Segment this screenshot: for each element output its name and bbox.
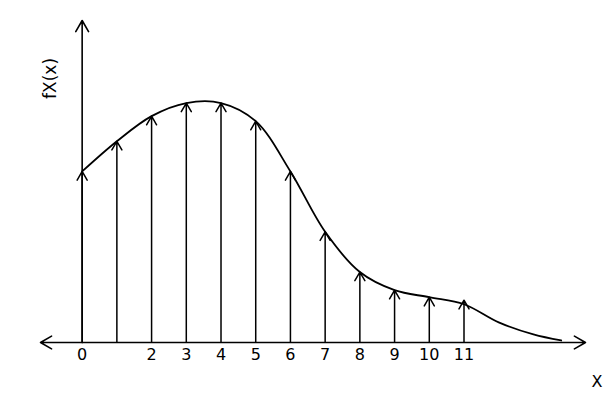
svg-text:fX(x): fX(x) — [40, 58, 60, 99]
svg-text:6: 6 — [285, 345, 295, 364]
svg-text:2: 2 — [146, 345, 156, 364]
svg-text:X: X — [592, 372, 603, 391]
svg-text:9: 9 — [389, 345, 399, 364]
svg-text:5: 5 — [251, 345, 261, 364]
svg-text:4: 4 — [216, 345, 226, 364]
svg-text:10: 10 — [419, 345, 439, 364]
svg-text:8: 8 — [355, 345, 365, 364]
svg-text:11: 11 — [454, 345, 474, 364]
svg-text:0: 0 — [77, 345, 87, 364]
svg-text:3: 3 — [181, 345, 191, 364]
svg-text:7: 7 — [320, 345, 330, 364]
